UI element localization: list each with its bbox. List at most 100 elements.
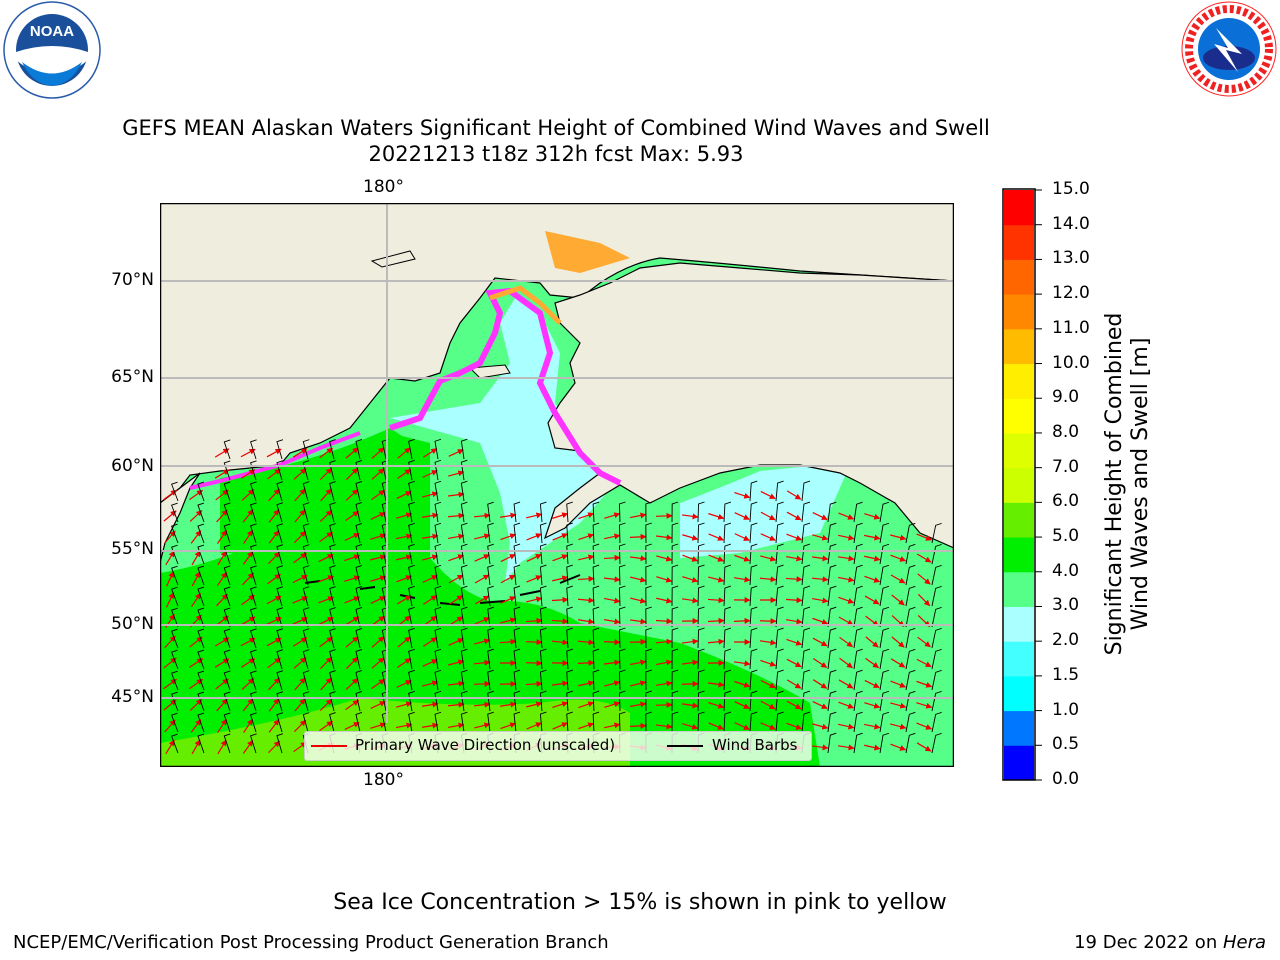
wind-barb bbox=[775, 480, 784, 502]
wave-direction-arrow bbox=[293, 552, 307, 564]
wave-direction-arrow bbox=[604, 701, 621, 708]
colorbar-band bbox=[1004, 259, 1034, 295]
wind-barb bbox=[801, 690, 811, 712]
wave-direction-arrow bbox=[293, 657, 307, 669]
wave-direction-arrow bbox=[241, 678, 255, 690]
wind-barb bbox=[723, 606, 732, 628]
wave-direction-arrow bbox=[216, 571, 228, 586]
wind-barb bbox=[250, 502, 257, 523]
wind-barb bbox=[697, 627, 705, 649]
wind-barb bbox=[566, 648, 573, 670]
wave-direction-arrow bbox=[370, 533, 387, 540]
wind-barb bbox=[197, 481, 205, 502]
wave-direction-arrow bbox=[243, 718, 253, 733]
wind-barb bbox=[223, 523, 231, 544]
wind-barb bbox=[775, 711, 784, 733]
wind-barb bbox=[931, 732, 942, 754]
wave-direction-arrow bbox=[216, 698, 228, 712]
wave-direction-arrow bbox=[682, 597, 699, 604]
wave-direction-arrow bbox=[292, 596, 308, 604]
wave-direction-arrow bbox=[294, 488, 306, 502]
wind-barb bbox=[223, 544, 231, 565]
wind-barb bbox=[539, 606, 547, 628]
wind-barb bbox=[775, 501, 784, 523]
wind-barb bbox=[697, 522, 705, 544]
wave-direction-arrow bbox=[473, 701, 491, 708]
wave-direction-arrow bbox=[604, 512, 621, 519]
wind-barb bbox=[408, 669, 415, 691]
wave-direction-arrow bbox=[760, 700, 776, 710]
colorbar-tick-label: 1.5 bbox=[1052, 664, 1080, 685]
wave-direction-arrow bbox=[681, 702, 699, 709]
wave-direction-arrow bbox=[319, 447, 333, 459]
wind-barb bbox=[250, 439, 257, 460]
wave-direction-arrow bbox=[551, 680, 569, 687]
wave-direction-arrow bbox=[242, 551, 254, 565]
wind-barb bbox=[723, 543, 732, 565]
wind-barb bbox=[879, 690, 890, 712]
wind-barb bbox=[171, 544, 179, 565]
wave-zone-cyan-gulf bbox=[680, 465, 850, 558]
wave-direction-arrow bbox=[734, 533, 750, 541]
wave-direction-arrow bbox=[448, 470, 465, 477]
colorbar-tick-label: 4.0 bbox=[1052, 560, 1080, 581]
colorbar-band bbox=[1004, 398, 1034, 434]
wave-direction-arrow bbox=[890, 723, 907, 730]
wind-barb bbox=[171, 733, 179, 754]
wave-direction-arrow bbox=[320, 677, 332, 691]
wind-barb bbox=[434, 459, 442, 481]
wave-direction-arrow bbox=[603, 576, 621, 583]
wind-barb bbox=[460, 438, 468, 460]
wave-direction-arrow bbox=[811, 555, 829, 562]
wind-barb bbox=[775, 627, 784, 649]
wind-barb bbox=[355, 460, 363, 481]
wind-barb bbox=[329, 481, 336, 502]
wave-direction-arrow bbox=[891, 594, 905, 606]
wave-direction-arrow bbox=[682, 576, 699, 583]
wind-barb bbox=[513, 585, 521, 607]
wind-barb bbox=[276, 586, 284, 607]
lat-label-45: 45°N bbox=[111, 687, 154, 707]
wave-direction-arrow bbox=[422, 595, 438, 605]
vector-field bbox=[163, 438, 942, 755]
wave-direction-arrow bbox=[655, 723, 673, 730]
wave-direction-arrow bbox=[630, 701, 647, 708]
wave-direction-arrow bbox=[629, 722, 647, 729]
wind-barb bbox=[355, 502, 363, 523]
wind-barb bbox=[592, 606, 600, 628]
wind-barb bbox=[697, 543, 705, 565]
wave-direction-arrow bbox=[397, 658, 412, 668]
colorbar-tick-label: 0.5 bbox=[1052, 734, 1080, 755]
wind-barb bbox=[513, 648, 521, 670]
footer-date: 19 Dec 2022 on Hera bbox=[1074, 932, 1266, 953]
wind-barb bbox=[408, 627, 415, 649]
wind-barb bbox=[223, 607, 231, 628]
colorbar-band bbox=[1004, 363, 1034, 399]
wave-direction-arrow bbox=[396, 701, 413, 708]
wind-barb bbox=[905, 627, 916, 649]
wave-direction-arrow bbox=[344, 554, 361, 562]
wave-direction-arrow bbox=[217, 529, 227, 544]
wind-barb bbox=[460, 711, 468, 733]
wind-barb bbox=[853, 606, 863, 628]
wind-barb bbox=[487, 522, 494, 544]
colorbar-band bbox=[1004, 571, 1034, 607]
wind-barb bbox=[408, 480, 415, 502]
wave-direction-arrow bbox=[916, 702, 933, 709]
wind-barb bbox=[619, 522, 626, 544]
wind-barb bbox=[539, 501, 547, 523]
wind-barb bbox=[827, 543, 837, 565]
wave-direction-arrow bbox=[422, 637, 438, 647]
wave-direction-arrow bbox=[447, 701, 465, 708]
wind-barb bbox=[697, 585, 705, 607]
wind-barb bbox=[566, 669, 573, 691]
wave-direction-arrow bbox=[525, 680, 543, 687]
wave-direction-arrow bbox=[242, 698, 254, 712]
wave-direction-arrow bbox=[551, 596, 569, 603]
colorbar-label-line1: Significant Height of Combined bbox=[1102, 312, 1127, 656]
wind-barb bbox=[905, 648, 916, 670]
wave-direction-arrow bbox=[604, 722, 621, 729]
lat-label-65: 65°N bbox=[111, 367, 154, 387]
wind-barb bbox=[171, 649, 179, 670]
wind-barb bbox=[250, 460, 257, 481]
